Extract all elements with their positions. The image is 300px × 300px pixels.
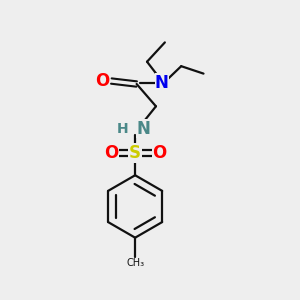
Text: O: O xyxy=(95,72,109,90)
Text: N: N xyxy=(136,120,151,138)
Text: H: H xyxy=(117,122,129,136)
Text: N: N xyxy=(155,74,169,92)
Text: CH₃: CH₃ xyxy=(126,259,144,269)
Text: O: O xyxy=(103,144,118,162)
Text: O: O xyxy=(152,144,167,162)
Text: S: S xyxy=(129,144,141,162)
